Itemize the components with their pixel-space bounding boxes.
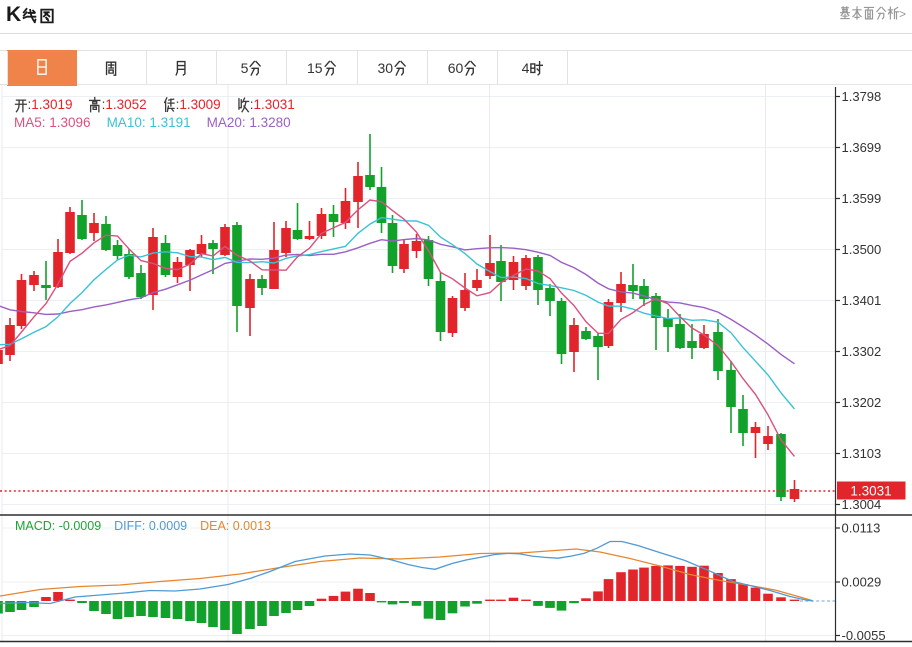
svg-text:1.3202: 1.3202 bbox=[842, 395, 882, 410]
svg-text:1.3302: 1.3302 bbox=[842, 344, 882, 359]
svg-text:1.3699: 1.3699 bbox=[842, 140, 882, 155]
svg-text:0.0113: 0.0113 bbox=[842, 521, 881, 536]
svg-text:1.3031: 1.3031 bbox=[850, 484, 891, 499]
svg-text:1.3798: 1.3798 bbox=[842, 89, 882, 104]
svg-text:-0.0055: -0.0055 bbox=[842, 628, 886, 643]
svg-text:1.3103: 1.3103 bbox=[842, 446, 882, 461]
svg-text:1.3599: 1.3599 bbox=[842, 191, 882, 206]
svg-text:1.3004: 1.3004 bbox=[842, 497, 882, 512]
svg-text:0.0029: 0.0029 bbox=[842, 575, 882, 590]
svg-text:1.3500: 1.3500 bbox=[842, 242, 882, 257]
svg-text:1.3401: 1.3401 bbox=[842, 293, 882, 308]
